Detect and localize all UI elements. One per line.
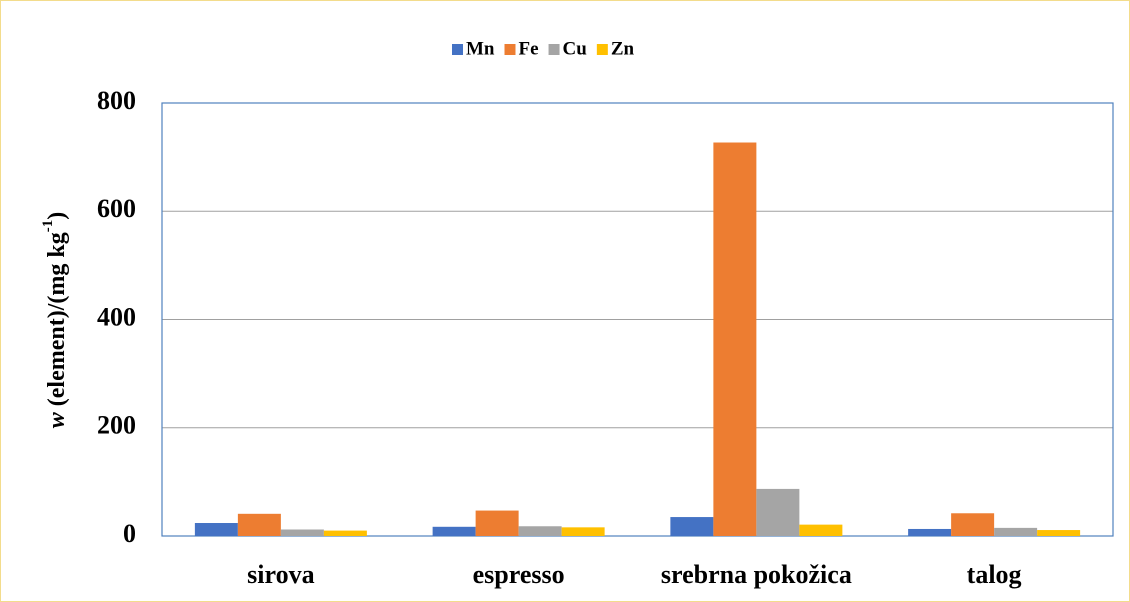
x-tick-label: espresso (473, 560, 565, 589)
legend-label: Mn (466, 38, 495, 59)
bar (994, 527, 1038, 536)
bar (432, 526, 476, 536)
y-tick-label: 800 (97, 86, 136, 115)
bar (561, 527, 605, 536)
bar (518, 526, 562, 536)
legend-label: Zn (611, 38, 635, 59)
legend-swatch (548, 44, 560, 55)
legend-swatch (452, 44, 463, 55)
bar (713, 142, 757, 537)
bar (670, 517, 714, 536)
bar (475, 510, 519, 536)
bar (237, 513, 281, 536)
bar (951, 513, 995, 536)
legend-label: Cu (563, 38, 588, 59)
y-label-close: ) (44, 212, 70, 220)
y-label-symbol: w (44, 411, 70, 428)
y-tick-label: 400 (97, 302, 136, 331)
legend-swatch (504, 44, 516, 55)
bar (908, 528, 952, 536)
x-tick-label: talog (967, 560, 1022, 589)
y-tick-label: 200 (97, 411, 136, 440)
y-label-superscript: -1 (40, 220, 56, 233)
y-tick-label: 600 (97, 194, 136, 223)
bar (194, 523, 238, 536)
plot-border (161, 102, 1114, 537)
bar (756, 488, 800, 536)
bar (280, 529, 324, 536)
y-axis-label: w (element)/(mg kg-1) (40, 212, 69, 428)
y-tick-label: 0 (123, 519, 136, 548)
x-tick-label: sirova (247, 560, 314, 589)
legend-label: Fe (519, 38, 539, 59)
bar (1037, 530, 1081, 536)
legend-swatch (596, 44, 608, 55)
x-tick-label: srebrna pokožica (661, 560, 852, 589)
bar (799, 524, 843, 536)
bar (323, 530, 367, 536)
y-label-text: (element)/(mg kg (44, 232, 70, 412)
